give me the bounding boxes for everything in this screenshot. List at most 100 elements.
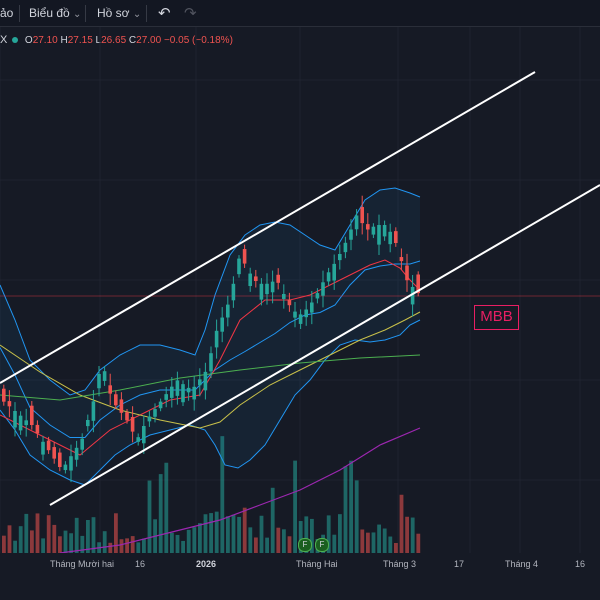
change-value: −0.05 (−0.18%) <box>163 35 233 46</box>
time-axis-label: 17 <box>454 559 465 569</box>
volume-bar <box>41 538 45 553</box>
time-axis-label: Tháng 4 <box>505 559 539 569</box>
candle-body <box>265 283 269 295</box>
candle-body <box>388 231 392 245</box>
symbol-badge[interactable]: MBB <box>474 305 519 330</box>
candle-body <box>220 317 224 332</box>
volume-bar <box>119 539 124 553</box>
volume-bar <box>416 533 421 553</box>
candle-body <box>170 386 174 398</box>
candle-body <box>354 215 359 230</box>
ma-green-line <box>0 354 421 401</box>
volume-bar <box>24 513 29 553</box>
legend-symbol-fragment: X <box>0 34 8 46</box>
volume-bar <box>130 536 135 553</box>
candle-body <box>410 286 415 305</box>
candle-body <box>270 281 275 293</box>
candle-body <box>214 330 219 348</box>
candle-body <box>287 299 292 306</box>
candle-body <box>142 426 146 444</box>
candlesticks <box>2 195 420 483</box>
event-marker-f[interactable]: F <box>298 538 312 552</box>
bollinger-middle-line <box>0 260 421 438</box>
volume-bar <box>86 520 90 553</box>
volume-bar <box>231 514 236 553</box>
candle-body <box>237 258 241 275</box>
candle-body <box>175 380 180 396</box>
candle-body <box>119 399 124 413</box>
volume-bar <box>287 536 292 553</box>
time-axis-label: 16 <box>575 559 586 569</box>
volume-bar <box>52 524 57 553</box>
candle-body <box>46 440 51 451</box>
volume-bar <box>74 517 79 553</box>
candle-body <box>399 257 404 262</box>
volume-bar <box>91 517 96 553</box>
event-marker-f[interactable]: F <box>315 538 329 552</box>
volume-bar <box>377 524 381 553</box>
candle-body <box>405 265 409 281</box>
volume-bar <box>136 542 141 553</box>
bollinger-upper-line <box>0 187 421 396</box>
candle-body <box>18 415 23 431</box>
candle-body <box>108 385 112 394</box>
candle-body <box>259 283 264 300</box>
volume-bar <box>46 515 51 553</box>
candle-body <box>130 417 135 432</box>
volume-bar <box>366 532 370 553</box>
volume-bar <box>276 527 281 553</box>
candle-body <box>114 394 118 406</box>
time-axis-label: Tháng Hai <box>296 559 338 569</box>
high-label: H <box>60 35 68 46</box>
volume-bar <box>410 517 415 553</box>
trendline-lower-channel[interactable] <box>49 184 600 506</box>
candle-body <box>24 420 28 426</box>
toolbar-item-partial[interactable]: ảo <box>0 6 14 20</box>
candle-body <box>254 276 258 281</box>
close-label: C <box>128 35 137 46</box>
volume-bar <box>2 535 6 553</box>
volume-bar <box>158 474 163 553</box>
volume-bar <box>214 511 219 553</box>
volume-bar <box>147 480 152 553</box>
candle-body <box>338 254 342 261</box>
candle-body <box>41 441 45 455</box>
candle-body <box>158 401 163 409</box>
candle-body <box>35 424 40 434</box>
candle-body <box>74 447 79 460</box>
volume-bar <box>58 536 62 553</box>
candle-body <box>371 226 376 235</box>
chevron-down-icon: ⌄ <box>73 9 82 20</box>
ma-red-line <box>0 259 421 456</box>
bollinger-band-fill <box>0 188 420 485</box>
chart-menu-button[interactable]: Biểu đồ ⌄ <box>29 5 81 22</box>
candle-body <box>394 231 398 243</box>
price-chart-canvas[interactable] <box>0 27 600 553</box>
candle-body <box>164 394 168 400</box>
candle-body <box>282 294 286 299</box>
toolbar-divider <box>19 5 20 22</box>
undo-button[interactable]: ↶ <box>158 5 171 22</box>
volume-bar <box>394 542 398 553</box>
candle-body <box>192 386 196 400</box>
volume-bar <box>170 532 174 553</box>
profile-menu-button[interactable]: Hồ sơ ⌄ <box>97 5 141 22</box>
candle-body <box>332 263 336 281</box>
time-axis-label: 2026 <box>196 559 217 569</box>
volume-bar <box>108 542 113 553</box>
trendline-upper-channel[interactable] <box>0 71 536 384</box>
candle-body <box>102 371 107 381</box>
candle-body <box>153 409 157 417</box>
toolbar-divider <box>146 5 147 22</box>
volume-bar <box>164 462 169 553</box>
redo-button[interactable]: ↷ <box>184 5 197 22</box>
volume-bar <box>192 527 197 553</box>
volume-bar <box>181 540 185 553</box>
volume-bar <box>237 516 241 553</box>
chevron-down-icon: ⌄ <box>132 9 142 20</box>
volume-bar <box>371 532 376 553</box>
close-value: 27.00 <box>136 35 162 46</box>
time-axis-label: Tháng Mười hai <box>50 559 114 569</box>
volume-bar <box>326 515 331 553</box>
candle-body <box>349 229 353 240</box>
